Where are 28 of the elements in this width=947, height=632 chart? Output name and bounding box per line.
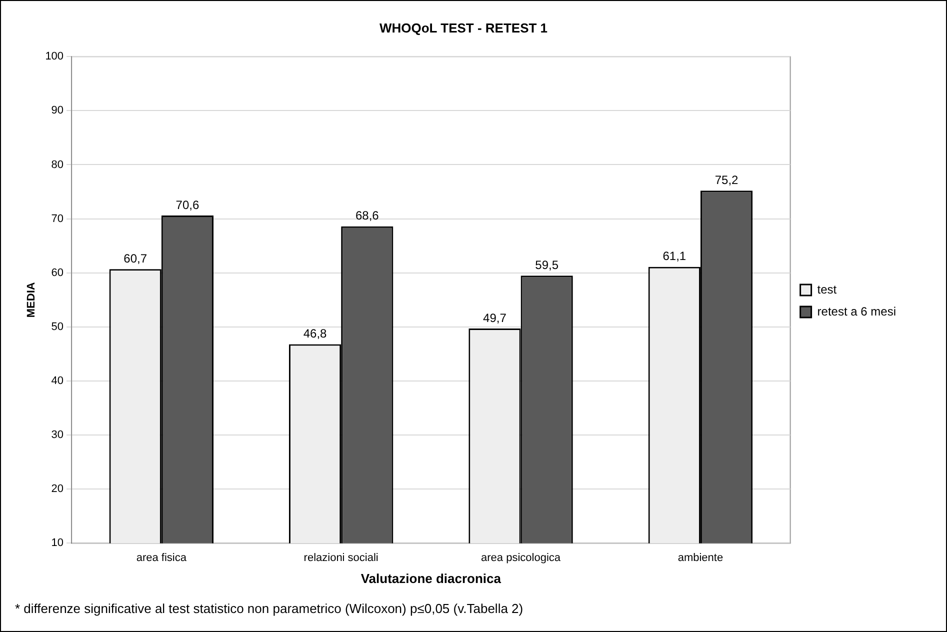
y-tick-label: 20 (51, 483, 64, 496)
data-label: 70,6 (176, 198, 200, 212)
y-tick-label: 60 (51, 266, 64, 279)
data-label: 75,2 (714, 173, 739, 187)
x-tick-label: ambiente (678, 552, 724, 564)
legend-label: retest a 6 mesi (817, 304, 896, 318)
y-tick-label: 80 (51, 158, 64, 171)
chart-title: WHOQoL TEST - RETEST 1 (379, 20, 548, 36)
y-axis-title: MEDIA (26, 282, 38, 318)
y-tick-label: 40 (51, 375, 64, 388)
legend-label: test (817, 282, 838, 296)
text: * differenze significative al test statistico non parametrico (Wilcoxon) p≤0,05 (v.Tabella 2) (15, 601, 524, 616)
data-label: 59,5 (535, 258, 559, 272)
data-label: 49,7 (483, 310, 507, 325)
x-tick-label: area psicologica (481, 552, 562, 564)
y-tick-label: 90 (51, 104, 64, 117)
x-axis-title: Valutazione diacronica (360, 570, 502, 586)
y-tick-label: 50 (51, 320, 64, 333)
data-label: 46,8 (303, 326, 328, 341)
x-tick-label: area fisica (136, 552, 188, 564)
y-tick-label: 100 (45, 50, 64, 63)
data-label: 61,1 (662, 249, 686, 264)
y-tick-label: 70 (51, 212, 64, 225)
x-tick-label: relazioni sociali (304, 552, 378, 564)
data-label: 68,6 (355, 208, 380, 223)
y-tick-label: 30 (51, 429, 64, 442)
data-label: 60,7 (124, 251, 148, 266)
y-tick-label: 10 (51, 537, 64, 550)
